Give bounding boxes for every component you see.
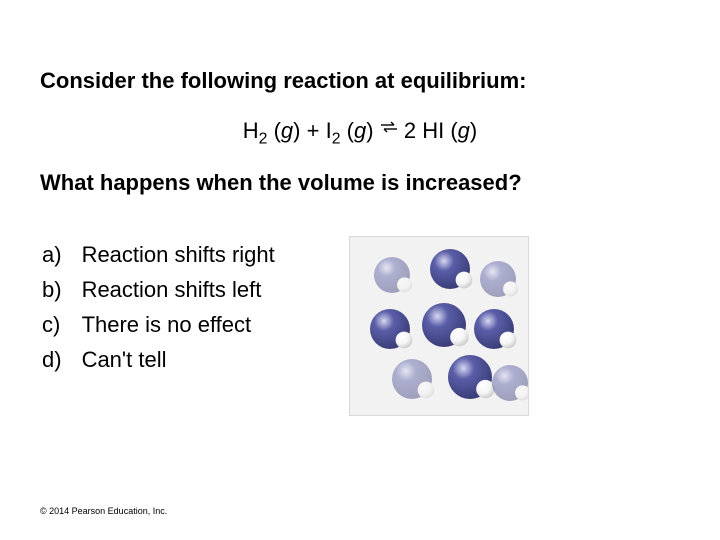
options-list: a)Reaction shifts rightb)Reaction shifts…: [40, 236, 277, 378]
slide: Consider the following reaction at equil…: [0, 0, 720, 540]
option-row: d)Can't tell: [42, 343, 275, 376]
molecule-icon: [372, 255, 422, 301]
option-row: a)Reaction shifts right: [42, 238, 275, 271]
eq-g2: g: [354, 118, 366, 143]
question-line-2: What happens when the volume is increase…: [40, 170, 680, 196]
eq-hi: HI: [422, 118, 444, 143]
option-letter: b): [42, 273, 80, 306]
option-letter: a): [42, 238, 80, 271]
molecule-icon: [472, 307, 526, 357]
option-row: b)Reaction shifts left: [42, 273, 275, 306]
molecule-icon: [428, 247, 482, 297]
eq-g1: g: [281, 118, 293, 143]
molecule-illustration: [349, 236, 529, 416]
eq-h: H: [243, 118, 259, 143]
option-text: Can't tell: [82, 343, 275, 376]
eq-open2: (: [347, 118, 354, 143]
option-letter: d): [42, 343, 80, 376]
eq-sub2a: 2: [259, 130, 268, 147]
illustration-wrap: [349, 236, 529, 416]
molecule-icon: [420, 301, 478, 355]
molecule-icon: [490, 363, 529, 409]
eq-open1: (: [274, 118, 281, 143]
eq-close2: ): [366, 118, 379, 143]
option-text: Reaction shifts right: [82, 238, 275, 271]
eq-close3: ): [470, 118, 477, 143]
eq-g3: g: [458, 118, 470, 143]
molecule-icon: [390, 357, 444, 407]
option-text: There is no effect: [82, 308, 275, 341]
question-line-1: Consider the following reaction at equil…: [40, 68, 680, 94]
molecule-icon: [478, 259, 528, 305]
eq-plus: +: [307, 118, 326, 143]
equilibrium-arrows-icon: [380, 118, 398, 140]
option-text: Reaction shifts left: [82, 273, 275, 306]
copyright-text: © 2014 Pearson Education, Inc.: [40, 506, 167, 516]
eq-open3: (: [450, 118, 457, 143]
eq-close1: ): [293, 118, 306, 143]
answers-row: a)Reaction shifts rightb)Reaction shifts…: [40, 236, 680, 416]
option-row: c)There is no effect: [42, 308, 275, 341]
option-letter: c): [42, 308, 80, 341]
reaction-equation: H2 (g) + I2 (g) 2 HI (g): [40, 118, 680, 148]
eq-coef: 2: [404, 118, 416, 143]
molecule-icon: [368, 307, 422, 357]
eq-sub2b: 2: [332, 130, 341, 147]
